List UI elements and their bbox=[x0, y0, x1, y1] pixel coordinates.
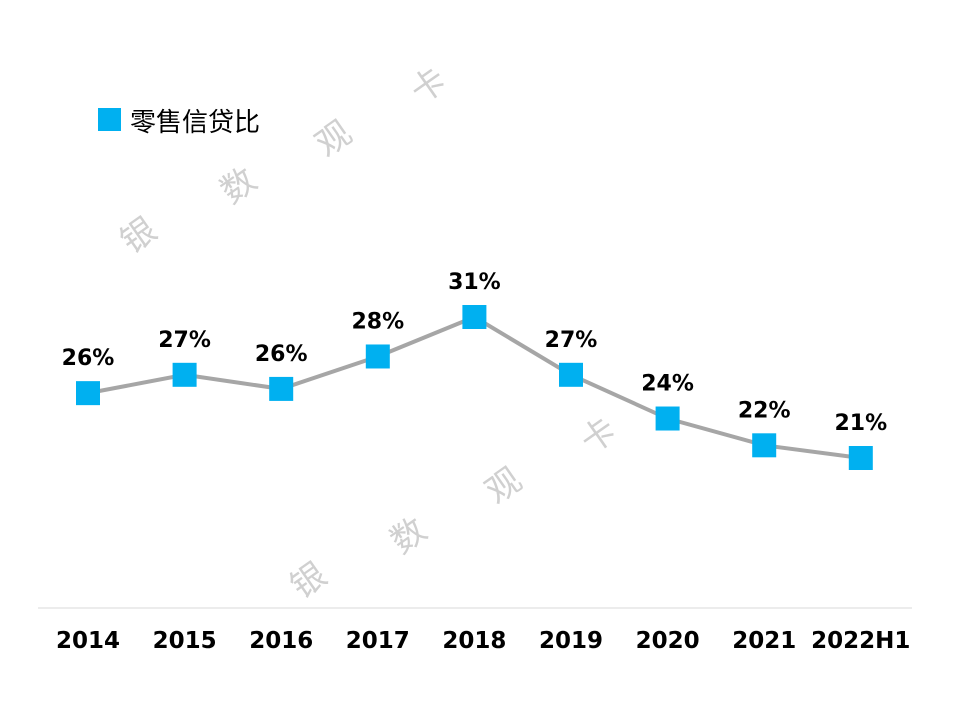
watermark-char: 数 bbox=[383, 510, 434, 562]
data-point-2022H1 bbox=[848, 446, 873, 470]
data-label-2017: 28% bbox=[351, 309, 404, 334]
data-label-2016: 26% bbox=[255, 342, 308, 367]
data-point-2020 bbox=[655, 406, 680, 431]
data-label-2020: 24% bbox=[641, 372, 694, 397]
watermark-char: 数 bbox=[213, 160, 264, 212]
x-tick-2019: 2019 bbox=[539, 628, 603, 654]
data-point-2015 bbox=[172, 362, 197, 387]
legend-marker bbox=[98, 108, 121, 131]
data-point-2016 bbox=[269, 376, 294, 401]
data-label-2022H1: 21% bbox=[834, 411, 887, 436]
data-label-2015: 27% bbox=[158, 328, 211, 353]
data-point-2014 bbox=[76, 381, 100, 406]
data-label-2018: 31% bbox=[448, 270, 501, 295]
x-tick-2018: 2018 bbox=[442, 628, 506, 654]
watermark-char: 卡 bbox=[573, 410, 624, 462]
legend-label: 零售信贷比 bbox=[130, 108, 260, 138]
x-tick-2021: 2021 bbox=[732, 628, 796, 654]
data-label-2021: 22% bbox=[738, 398, 791, 423]
data-label-2019: 27% bbox=[545, 328, 598, 353]
watermark-char: 卡 bbox=[403, 60, 454, 112]
watermark-char: 观 bbox=[478, 460, 529, 512]
x-tick-2015: 2015 bbox=[153, 628, 217, 654]
x-tick-2020: 2020 bbox=[636, 628, 700, 654]
watermark-char: 银 bbox=[113, 210, 164, 262]
data-point-2021 bbox=[752, 433, 777, 458]
legend: 零售信贷比 bbox=[98, 108, 260, 138]
data-point-2018 bbox=[462, 305, 487, 329]
x-tick-2022H1: 2022H1 bbox=[811, 628, 910, 654]
data-point-2017 bbox=[365, 344, 390, 369]
data-point-2019 bbox=[559, 362, 583, 387]
x-tick-2016: 2016 bbox=[249, 628, 313, 654]
x-tick-2017: 2017 bbox=[346, 628, 410, 654]
x-tick-2014: 2014 bbox=[56, 628, 120, 654]
data-label-2014: 26% bbox=[62, 346, 115, 371]
watermark-char: 银 bbox=[283, 555, 334, 607]
watermark-char: 观 bbox=[308, 113, 359, 165]
